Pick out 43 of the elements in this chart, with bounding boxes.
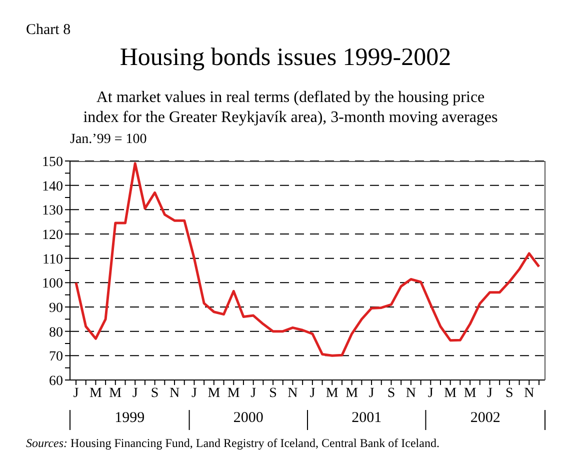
- x-tick-label: N: [524, 386, 534, 401]
- x-tick-label: M: [464, 386, 477, 401]
- x-tick-label: J: [73, 386, 80, 401]
- text: 1999: [114, 410, 146, 427]
- y-tick-label: 60: [49, 374, 63, 389]
- x-tick-label: N: [288, 386, 298, 401]
- x-tick-label: S: [506, 386, 514, 401]
- x-tick-label: M: [326, 386, 339, 401]
- y-tick-label: 120: [42, 228, 63, 243]
- y-tick-label: 150: [42, 154, 63, 170]
- y-tick-label: 70: [49, 350, 63, 365]
- text: 2000: [232, 410, 264, 427]
- y-tick-label: 130: [42, 204, 63, 219]
- text: 2002: [469, 410, 502, 427]
- x-tick-label: S: [387, 386, 396, 401]
- x-tick-label: J: [310, 386, 316, 401]
- x-tick-label: M: [208, 386, 221, 401]
- text: 2001: [350, 410, 383, 427]
- x-tick-label: N: [406, 386, 416, 401]
- y-tick-label: 90: [49, 300, 63, 316]
- x-tick-label: J: [428, 386, 434, 401]
- y-tick-label: 140: [42, 179, 63, 194]
- y-tick-label: 80: [49, 325, 63, 340]
- x-tick-label: M: [109, 386, 122, 401]
- x-tick-label: M: [444, 386, 458, 401]
- x-tick-label: S: [150, 386, 159, 401]
- x-tick-label: M: [89, 386, 102, 401]
- x-tick-label: S: [269, 386, 277, 401]
- y-tick-label: 110: [42, 252, 63, 268]
- x-tick-label: J: [191, 386, 198, 401]
- y-tick-label: 100: [42, 276, 63, 292]
- chart-title: Housing bonds issues 1999-2002: [118, 44, 452, 72]
- chart-subtitle: At market values in real terms (deflated by the housing price index for the Greater Reykjavík area), 3-month moving averages: [82, 88, 499, 128]
- caption: Chart 8: [26, 22, 71, 39]
- x-tick-label: N: [169, 386, 180, 401]
- x-tick-label: J: [368, 386, 375, 401]
- x-tick-label: J: [250, 386, 257, 401]
- x-tick-label: J: [132, 386, 138, 401]
- x-tick-label: M: [346, 386, 359, 401]
- source-note: Sources: Housing Financing Fund, Land Registry of Iceland, Central Bank of Iceland.: [26, 436, 440, 451]
- x-tick-label: M: [227, 386, 240, 401]
- y-axis-title: Jan.’99 = 100: [70, 132, 147, 148]
- x-tick-label: J: [487, 386, 494, 401]
